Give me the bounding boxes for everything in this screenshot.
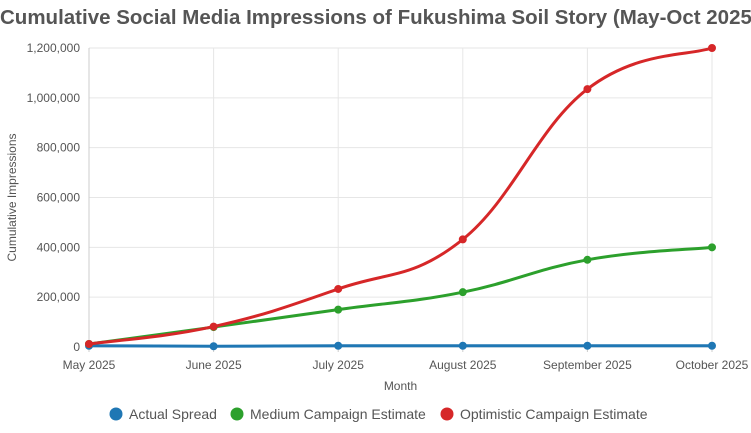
legend-item-medium-campaign-estimate[interactable]: Medium Campaign Estimate: [230, 406, 427, 422]
x-tick-label: August 2025: [429, 358, 497, 372]
data-point-optimistic-campaign-estimate[interactable]: [708, 44, 716, 52]
y-axis-title: Cumulative Impressions: [5, 133, 19, 261]
x-tick-label: September 2025: [543, 358, 632, 372]
data-point-actual-spread[interactable]: [334, 341, 343, 350]
x-tick-label: October 2025: [676, 358, 749, 372]
data-point-actual-spread[interactable]: [209, 342, 218, 351]
data-point-actual-spread[interactable]: [583, 341, 592, 350]
series-optimistic-campaign-estimate: [85, 44, 716, 349]
legend-marker: [109, 407, 123, 421]
y-tick-label: 0: [73, 340, 80, 354]
legend-marker: [230, 407, 244, 421]
data-point-optimistic-campaign-estimate[interactable]: [334, 284, 343, 293]
legend-label: Actual Spread: [129, 406, 217, 422]
series-line-medium-campaign-estimate: [87, 245, 714, 346]
data-point-optimistic-campaign-estimate[interactable]: [583, 85, 592, 94]
legend-item-actual-spread[interactable]: Actual Spread: [109, 406, 217, 422]
x-tick-label: May 2025: [63, 358, 116, 372]
series-actual-spread: [85, 341, 716, 351]
data-point-actual-spread[interactable]: [708, 341, 716, 350]
legend-item-optimistic-campaign-estimate[interactable]: Optimistic Campaign Estimate: [440, 406, 648, 422]
series-layer: [85, 44, 716, 351]
y-tick-label: 600,000: [37, 191, 81, 205]
data-point-optimistic-campaign-estimate[interactable]: [458, 235, 467, 244]
y-tick-label: 400,000: [37, 240, 81, 254]
data-point-medium-campaign-estimate[interactable]: [334, 305, 343, 314]
axis-layer: 0 200,000 400,000 600,000 800,000 1,000,000 1,…: [5, 41, 749, 393]
chart-title: Cumulative Social Media Impressions of F…: [0, 6, 751, 29]
legend: Actual Spread Medium Campaign Estimate Opt…: [109, 406, 648, 422]
legend-marker: [440, 407, 454, 421]
x-axis-title: Month: [384, 379, 417, 393]
data-point-medium-campaign-estimate[interactable]: [458, 288, 467, 297]
x-tick-label: July 2025: [313, 358, 365, 372]
legend-label: Optimistic Campaign Estimate: [460, 406, 648, 422]
data-point-medium-campaign-estimate[interactable]: [708, 243, 716, 252]
y-tick-label: 800,000: [37, 141, 81, 155]
series-line-optimistic-campaign-estimate: [87, 46, 714, 346]
x-tick-label: June 2025: [186, 358, 242, 372]
data-point-optimistic-campaign-estimate[interactable]: [209, 322, 218, 331]
data-point-medium-campaign-estimate[interactable]: [583, 255, 592, 264]
y-tick-label: 200,000: [37, 290, 81, 304]
data-point-actual-spread[interactable]: [458, 341, 467, 350]
data-point-optimistic-campaign-estimate[interactable]: [85, 340, 93, 349]
series-line-actual-spread: [87, 344, 714, 348]
y-tick-label: 1,200,000: [27, 41, 81, 55]
y-tick-label: 1,000,000: [27, 91, 81, 105]
legend-label: Medium Campaign Estimate: [250, 406, 426, 422]
